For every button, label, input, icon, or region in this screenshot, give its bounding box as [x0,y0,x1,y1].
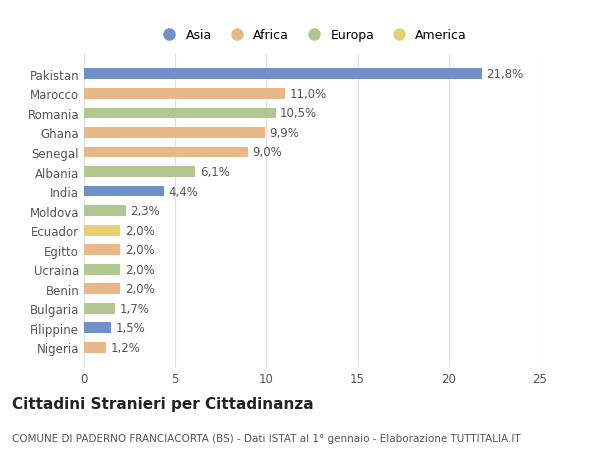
Bar [84,323,112,334]
Text: 1,7%: 1,7% [119,302,149,315]
Text: 6,1%: 6,1% [200,166,230,179]
Bar [84,225,121,236]
Text: 2,0%: 2,0% [125,224,155,237]
Legend: Asia, Africa, Europa, America: Asia, Africa, Europa, America [152,24,472,47]
Bar [84,303,115,314]
Bar [84,89,284,100]
Text: 2,0%: 2,0% [125,244,155,257]
Bar [84,264,121,275]
Text: 21,8%: 21,8% [486,68,523,81]
Bar [84,342,106,353]
Text: 9,9%: 9,9% [269,127,299,140]
Text: 1,2%: 1,2% [110,341,140,354]
Bar [84,186,164,197]
Text: 2,0%: 2,0% [125,283,155,296]
Bar [84,284,121,295]
Bar [84,245,121,256]
Bar [84,108,275,119]
Bar [84,206,126,217]
Bar [84,69,482,80]
Bar [84,147,248,158]
Text: 9,0%: 9,0% [253,146,283,159]
Bar [84,167,195,178]
Text: 2,3%: 2,3% [131,205,160,218]
Bar [84,128,265,139]
Text: Cittadini Stranieri per Cittadinanza: Cittadini Stranieri per Cittadinanza [12,397,314,412]
Text: COMUNE DI PADERNO FRANCIACORTA (BS) - Dati ISTAT al 1° gennaio - Elaborazione TU: COMUNE DI PADERNO FRANCIACORTA (BS) - Da… [12,433,521,442]
Text: 1,5%: 1,5% [116,322,146,335]
Text: 4,4%: 4,4% [169,185,199,198]
Text: 10,5%: 10,5% [280,107,317,120]
Text: 2,0%: 2,0% [125,263,155,276]
Text: 11,0%: 11,0% [289,88,326,101]
